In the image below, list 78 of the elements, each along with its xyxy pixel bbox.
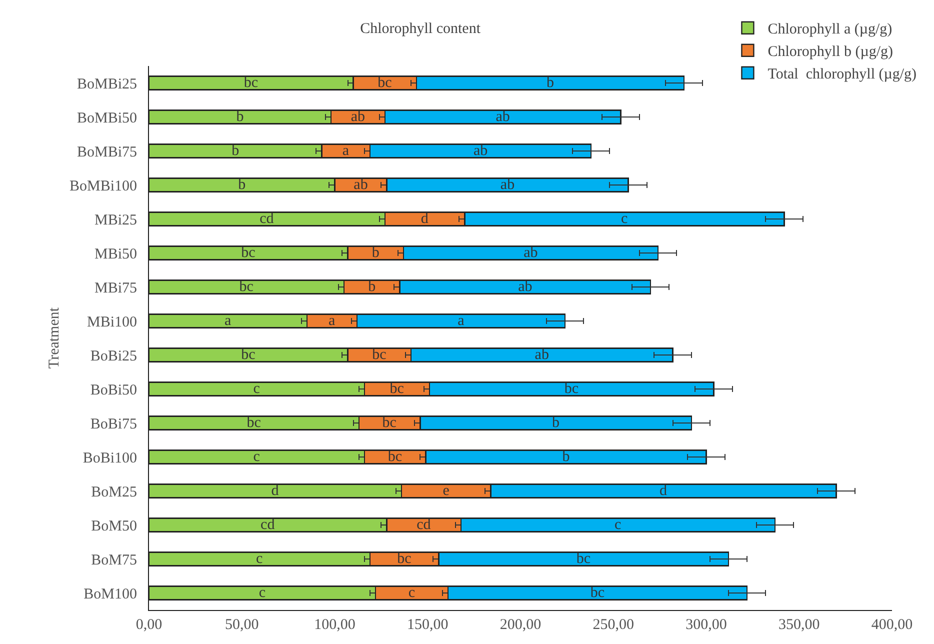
data-label: bc	[576, 551, 591, 567]
x-tick-label: 100,00	[314, 617, 356, 633]
legend-label: Chlorophyll b (µg/g)	[768, 44, 894, 60]
data-label: bc	[372, 347, 387, 363]
data-label: b	[546, 75, 554, 91]
y-tick-label: BoBi75	[90, 416, 137, 432]
data-label: ab	[518, 279, 532, 295]
data-label: bc	[564, 381, 579, 397]
data-label: a	[328, 313, 336, 329]
x-tick-label: 250,00	[592, 617, 634, 633]
x-tick-label: 150,00	[407, 617, 448, 633]
data-label: ab	[500, 177, 515, 193]
chart-title: Chlorophyll content	[360, 21, 482, 38]
data-label: c	[621, 211, 628, 227]
x-tick-label: 200,00	[500, 617, 542, 633]
y-tick-label: MBi75	[94, 280, 137, 296]
y-tick-label: BoMBi50	[76, 110, 137, 126]
y-tick-label: BoBi100	[82, 450, 137, 466]
data-label: d	[420, 211, 429, 227]
data-label: b	[562, 449, 570, 465]
data-label: ab	[354, 177, 368, 193]
y-axis-title: Treatment	[46, 306, 63, 369]
data-label: bc	[590, 585, 605, 601]
data-label: a	[224, 313, 232, 329]
data-label: cd	[260, 517, 276, 533]
y-tick-label: BoBi50	[90, 382, 137, 398]
y-tick-label: MBi25	[94, 212, 137, 228]
y-tick-label: BoM50	[91, 518, 137, 534]
y-tick-label: BoMBi25	[76, 76, 137, 92]
data-label: bc	[244, 75, 258, 91]
x-tick-label: 400,00	[871, 617, 913, 633]
data-label: b	[232, 143, 240, 159]
data-label: ab	[524, 245, 538, 261]
data-label: ab	[473, 143, 488, 159]
data-label: bc	[241, 245, 256, 261]
data-label: e	[442, 483, 450, 499]
data-label: bc	[239, 279, 254, 295]
data-label: bc	[397, 551, 412, 567]
data-label: a	[342, 143, 350, 159]
data-label: d	[660, 483, 668, 499]
x-tick-label: 50,00	[225, 617, 259, 633]
data-label: c	[258, 585, 266, 601]
y-tick-label: BoM25	[91, 484, 137, 500]
data-label: bc	[382, 415, 397, 431]
x-tick-label: 300,00	[686, 617, 727, 633]
data-label: bc	[241, 347, 256, 363]
y-tick-label: BoMBi75	[76, 144, 137, 160]
y-tick-label: MBi100	[86, 314, 137, 330]
data-label: b	[236, 109, 244, 125]
data-label: d	[271, 483, 280, 499]
data-label: bc	[388, 449, 402, 465]
data-label: bc	[378, 75, 392, 91]
data-label: a	[458, 313, 465, 329]
data-label: ab	[534, 347, 549, 363]
data-label: c	[614, 517, 622, 533]
data-label: b	[238, 177, 246, 193]
data-label: c	[253, 381, 260, 397]
data-label: cd	[260, 211, 274, 227]
y-tick-label: BoM75	[91, 552, 137, 568]
data-label: bc	[246, 415, 262, 431]
data-label: bc	[390, 381, 404, 397]
data-label: ab	[350, 109, 366, 125]
data-label: ab	[496, 109, 510, 125]
data-label: c	[253, 449, 260, 465]
data-label: c	[408, 585, 416, 601]
data-label: b	[552, 415, 560, 431]
x-tick-label: 0,00	[136, 617, 162, 633]
legend-label: Chlorophyll a (µg/g)	[768, 22, 892, 38]
y-tick-label: BoM100	[84, 586, 137, 602]
x-tick-label: 350,00	[778, 617, 820, 633]
data-label: b	[368, 279, 376, 295]
y-tick-label: BoBi25	[90, 348, 137, 364]
data-label: c	[256, 551, 264, 567]
legend-label: Total chlorophyll (µg/g)	[768, 66, 917, 83]
y-tick-label: MBi50	[94, 246, 137, 262]
data-label: b	[372, 245, 380, 261]
data-label: cd	[416, 517, 432, 533]
y-tick-label: BoMBi100	[69, 178, 137, 194]
